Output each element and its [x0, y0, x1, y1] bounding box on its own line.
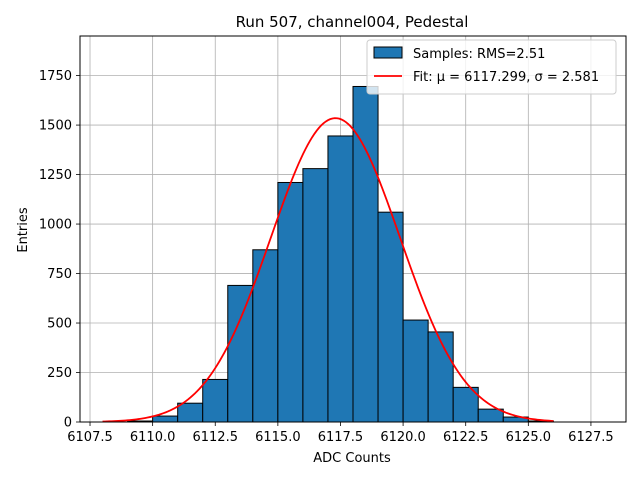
chart-title: Run 507, channel004, Pedestal [236, 13, 469, 31]
x-axis-label: ADC Counts [313, 451, 391, 466]
y-axis-label: Entries [16, 207, 31, 253]
y-tick-label: 500 [47, 317, 72, 332]
histogram-bar [402, 319, 429, 423]
histogram-bar [352, 85, 379, 423]
x-tick-label: 6122.5 [443, 430, 489, 445]
y-tick-label: 750 [47, 267, 72, 282]
histogram-bars [127, 85, 554, 423]
histogram-bar [227, 284, 254, 423]
histogram-bar [202, 378, 229, 423]
y-tick-label: 1500 [39, 119, 72, 134]
histogram-bar [377, 211, 404, 423]
y-tick-label: 1250 [39, 168, 72, 183]
plot-frame [79, 35, 627, 423]
histogram-bar [427, 331, 454, 423]
fit-curve [102, 117, 554, 423]
legend-label-histogram: Samples: RMS=2.51 [413, 47, 545, 62]
x-tick-label: 6125.0 [506, 430, 552, 445]
y-tick-label: 1000 [39, 218, 72, 233]
legend-swatch-histogram [373, 46, 403, 59]
x-tick-label: 6117.5 [318, 430, 364, 445]
histogram-bar [252, 249, 279, 423]
x-tick-label: 6110.0 [130, 430, 176, 445]
y-axis-ticks: 0 250 500 750 1000 1250 1500 1750 [39, 69, 80, 431]
x-tick-label: 6112.5 [192, 430, 238, 445]
y-tick-label: 250 [47, 366, 72, 381]
histogram-bar [452, 386, 479, 423]
histogram-bar [152, 415, 179, 423]
histogram-bar [327, 135, 354, 423]
histogram-bar [302, 168, 329, 423]
y-tick-label: 0 [64, 416, 72, 431]
legend: Samples: RMS=2.51 Fit: μ = 6117.299, σ =… [366, 39, 617, 95]
x-axis-ticks: 6107.5 6110.0 6112.5 6115.0 6117.5 6120.0 6122… [67, 422, 614, 445]
histogram-bar [277, 181, 304, 423]
x-tick-label: 6107.5 [67, 430, 113, 445]
x-tick-label: 6120.0 [380, 430, 426, 445]
x-tick-label: 6115.0 [255, 430, 301, 445]
fit-curve-layer [102, 117, 554, 423]
y-tick-label: 1750 [39, 69, 72, 84]
histogram-bar [177, 402, 204, 423]
legend-label-fit: Fit: μ = 6117.299, σ = 2.581 [413, 70, 599, 85]
legend-frame [366, 39, 617, 95]
x-tick-label: 6127.5 [568, 430, 614, 445]
histogram-bar [477, 408, 504, 423]
